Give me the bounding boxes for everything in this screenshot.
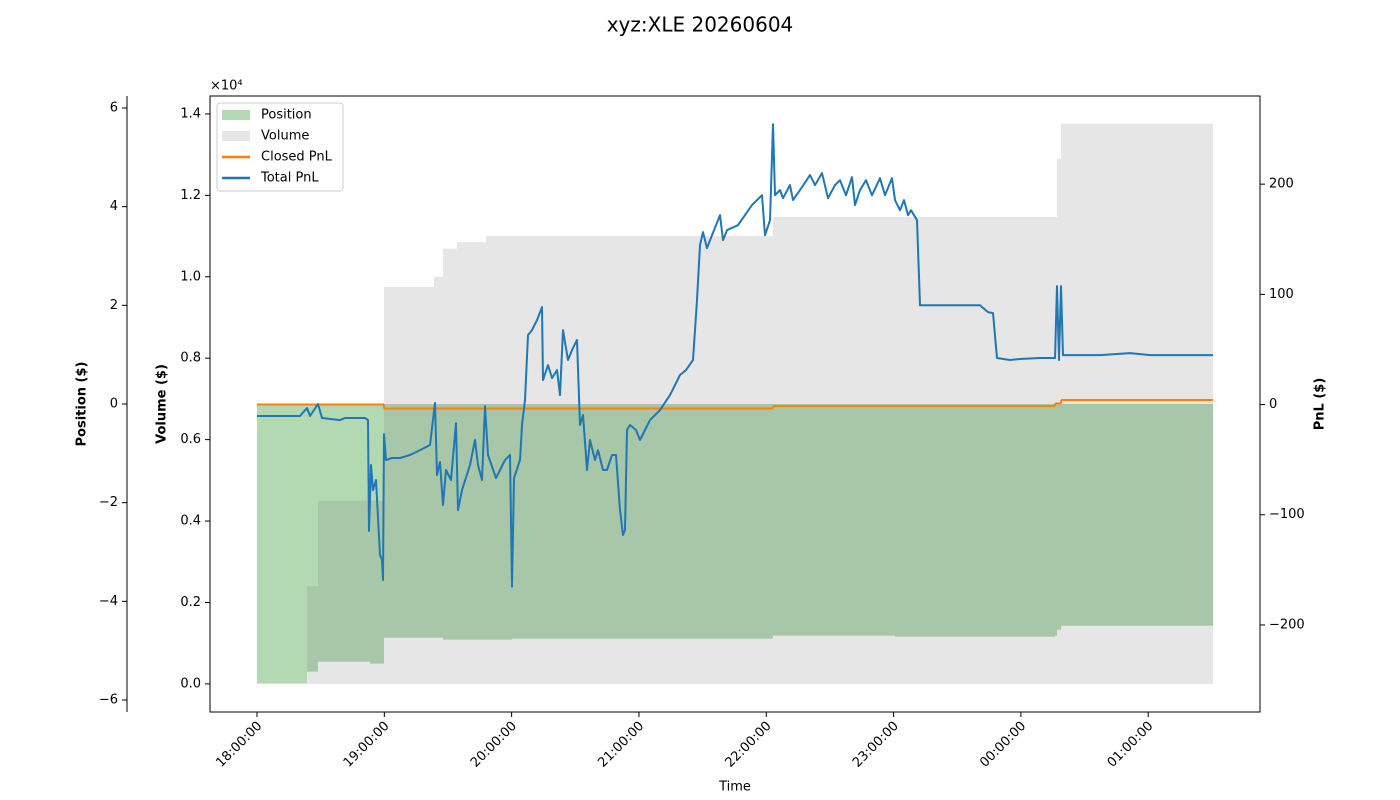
area-step bbox=[433, 276, 444, 684]
x-axis-label: Time bbox=[718, 780, 751, 795]
legend-swatch bbox=[222, 131, 250, 141]
x-tick-label: 20:00:00 bbox=[468, 719, 520, 771]
x-tick-label: 21:00:00 bbox=[595, 719, 647, 771]
y-tick-label: −200 bbox=[1269, 617, 1305, 632]
y-tick-label: 1.2 bbox=[180, 188, 201, 203]
legend-swatch bbox=[222, 110, 250, 120]
area-step bbox=[383, 286, 434, 684]
y-tick-label: 0.4 bbox=[180, 514, 201, 529]
area-step bbox=[1057, 404, 1062, 630]
y-tick-label: 0.6 bbox=[180, 432, 201, 447]
y-tick-label: 1.4 bbox=[180, 106, 201, 121]
area-step bbox=[256, 404, 308, 684]
area-step bbox=[895, 404, 1056, 637]
y-tick-label: 0.8 bbox=[180, 351, 201, 366]
x-tick-label: 22:00:00 bbox=[723, 719, 775, 771]
area-step bbox=[318, 404, 370, 662]
area-step bbox=[307, 404, 319, 672]
area-step bbox=[318, 500, 384, 684]
y-tick-label: 100 bbox=[1269, 287, 1294, 302]
line bbox=[257, 123, 1213, 588]
legend-box bbox=[216, 102, 344, 192]
area-step bbox=[457, 242, 487, 684]
x-tick-label: 01:00:00 bbox=[1105, 719, 1157, 771]
y-tick-label: 0 bbox=[1269, 397, 1277, 412]
area-step bbox=[1057, 158, 1062, 684]
y-tick-label: −6 bbox=[99, 693, 118, 708]
area-step bbox=[383, 404, 444, 638]
y-axis-label: Position ($) bbox=[75, 362, 90, 447]
axis-offset-label: ×10⁴ bbox=[210, 79, 243, 94]
area-step bbox=[443, 248, 458, 684]
chart-title: xyz:XLE 20260604 bbox=[607, 13, 794, 37]
y-tick-label: 0 bbox=[110, 397, 118, 412]
y-tick-label: 0.0 bbox=[180, 676, 201, 691]
x-tick-label: 18:00:00 bbox=[213, 719, 265, 771]
legend-label: Position bbox=[261, 108, 312, 123]
legend-label: Volume bbox=[261, 129, 309, 144]
y-tick-label: 2 bbox=[110, 298, 118, 313]
plot-area bbox=[256, 123, 1214, 684]
area-step bbox=[486, 236, 773, 684]
y-tick-label: 4 bbox=[110, 199, 118, 214]
x-tick-label: 23:00:00 bbox=[850, 719, 902, 771]
y-tick-label: 200 bbox=[1269, 177, 1294, 192]
y-axis-label: Volume ($) bbox=[155, 364, 170, 444]
area-step bbox=[369, 404, 384, 664]
y-tick-label: −2 bbox=[99, 495, 118, 510]
y-tick-label: −100 bbox=[1269, 507, 1305, 522]
area-step bbox=[307, 586, 319, 684]
x-tick-label: 00:00:00 bbox=[977, 719, 1029, 771]
y-axis-label: PnL ($) bbox=[1313, 378, 1328, 431]
area-step bbox=[1061, 123, 1214, 684]
y-tick-label: 6 bbox=[110, 100, 118, 115]
area-step bbox=[1061, 404, 1214, 626]
legend-label: Closed PnL bbox=[261, 150, 333, 165]
area-step bbox=[772, 404, 896, 636]
legend-label: Total PnL bbox=[260, 171, 319, 186]
y-tick-label: 1.0 bbox=[180, 269, 201, 284]
y-tick-label: 0.2 bbox=[180, 595, 201, 610]
y-tick-label: −4 bbox=[99, 594, 118, 609]
area-step bbox=[512, 404, 773, 639]
area-step bbox=[772, 216, 1058, 684]
x-tick-label: 19:00:00 bbox=[341, 719, 393, 771]
area-step bbox=[1055, 404, 1058, 636]
plot-frame bbox=[209, 95, 1261, 713]
